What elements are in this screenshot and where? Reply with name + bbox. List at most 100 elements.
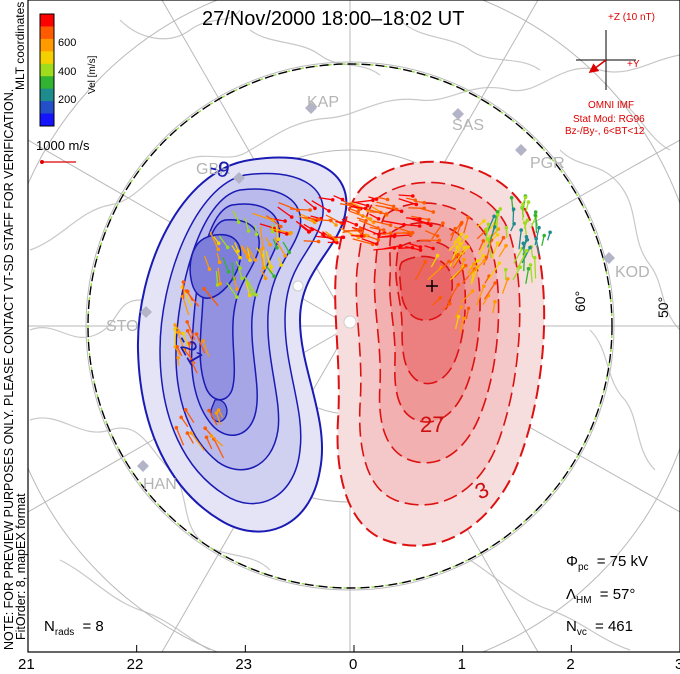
velocity-vector xyxy=(190,360,198,374)
velocity-vectors xyxy=(173,194,552,459)
colorbar-swatch xyxy=(40,51,54,65)
stat-hm: ΛHM = 57° xyxy=(566,586,635,606)
velocity-vector-origin xyxy=(437,238,442,243)
velocity-vector xyxy=(213,236,220,244)
imf-source: OMNI IMF xyxy=(588,100,635,111)
velocity-vector xyxy=(408,242,421,248)
velocity-vector xyxy=(295,220,310,232)
velocity-vector xyxy=(342,228,361,234)
lat-label-50: 50° xyxy=(655,296,671,318)
velocity-vector xyxy=(431,222,444,240)
velocity-vector xyxy=(495,214,499,233)
velocity-vector xyxy=(303,223,313,230)
velocity-vector xyxy=(394,226,413,234)
colorbar-swatch xyxy=(40,38,54,52)
velocity-vector xyxy=(265,236,271,246)
velocity-vector xyxy=(398,198,417,206)
stat-nrads-symbol: N xyxy=(44,618,55,635)
velocity-vector xyxy=(282,241,290,253)
velocity-vector-origin xyxy=(270,229,275,234)
velocity-vector xyxy=(259,248,265,269)
velocity-vector xyxy=(523,220,529,229)
velocity-vector xyxy=(534,227,540,246)
velocity-vector xyxy=(273,237,286,257)
velocity-vector xyxy=(449,266,465,281)
mlt-tick-label: 22 xyxy=(126,656,144,673)
velocity-vector xyxy=(530,216,537,228)
mlt-tick-label: 23 xyxy=(235,656,253,673)
velocity-vector xyxy=(217,267,221,284)
velocity-vector xyxy=(402,231,411,235)
velocity-vector xyxy=(373,247,395,251)
velocity-vector xyxy=(202,340,210,357)
velocity-vector xyxy=(406,217,420,220)
velocity-vector xyxy=(377,196,388,201)
colorbar-swatch xyxy=(40,14,54,27)
velocity-vector xyxy=(272,238,278,249)
station-label-han: HAN xyxy=(143,476,177,493)
velocity-vector xyxy=(254,225,258,235)
velocity-vector xyxy=(381,232,391,236)
velocity-vector xyxy=(176,346,183,357)
pole-markers xyxy=(292,280,438,329)
velocity-vector xyxy=(186,321,196,340)
velocity-vector xyxy=(416,219,429,225)
velocity-vector xyxy=(203,288,219,307)
velocity-vector xyxy=(440,261,450,270)
velocity-vector xyxy=(521,239,528,250)
velocity-vector xyxy=(353,199,373,204)
velocity-vector xyxy=(356,217,367,222)
velocity-vector xyxy=(182,333,189,347)
colorbar-swatch xyxy=(40,88,54,102)
velocity-vector xyxy=(448,238,461,252)
velocity-vector xyxy=(376,201,394,208)
velocity-vector xyxy=(498,245,507,258)
velocity-vector xyxy=(188,343,191,358)
velocity-vector xyxy=(424,230,438,237)
velocity-vector xyxy=(310,226,324,235)
stat-nrads-sub: rads xyxy=(54,627,75,638)
velocity-vector xyxy=(222,257,230,272)
stat-nvc: Nvc = 461 xyxy=(566,618,633,638)
velocity-vector xyxy=(377,235,395,239)
velocity-vector xyxy=(318,196,333,201)
colorbar-tick-400: 400 xyxy=(58,66,77,78)
velocity-vector xyxy=(243,275,253,295)
velocity-vector xyxy=(352,238,373,245)
reference-vector-label: 1000 m/s xyxy=(36,138,90,153)
velocity-vector xyxy=(215,271,219,285)
colorbar-tick-600: 600 xyxy=(58,37,77,49)
velocity-vector xyxy=(195,333,206,354)
velocity-vector xyxy=(449,254,459,264)
hm-boundary xyxy=(87,63,613,589)
velocity-vector xyxy=(234,242,239,252)
velocity-vector xyxy=(209,231,219,250)
stat-nvc-symbol: N xyxy=(566,618,577,635)
velocity-vector xyxy=(456,224,462,235)
colorbar-swatch xyxy=(40,113,54,127)
velocity-vector xyxy=(246,245,256,261)
velocity-vector xyxy=(453,233,462,244)
velocity-vector xyxy=(303,198,316,209)
velocity-vector xyxy=(278,257,282,266)
coordinates-label: MLT coordinates xyxy=(13,1,27,90)
imf-clock-dial xyxy=(576,30,636,90)
stat-model: Stat Mod: RG96 xyxy=(573,114,645,125)
velocity-vector-origin xyxy=(341,221,346,226)
velocity-vector xyxy=(427,267,442,281)
velocity-vector xyxy=(208,410,218,426)
station-label-kap: KAP xyxy=(307,94,340,111)
velocity-vector xyxy=(335,220,344,224)
velocity-vector-origin xyxy=(402,222,406,227)
velocity-vector xyxy=(215,412,222,425)
velocity-vector xyxy=(351,234,362,237)
stat-hm-sub: HM xyxy=(576,595,592,606)
stat-nvc-sub: vc xyxy=(576,627,587,638)
velocity-vector xyxy=(232,210,240,223)
station-label-sas: SAS xyxy=(452,117,485,134)
velocity-vector xyxy=(465,308,470,320)
fit-order-note: FitOrder: 8, mapEX format xyxy=(14,493,28,640)
stat-hm-symbol: Λ xyxy=(566,586,577,603)
velocity-vector xyxy=(277,206,293,218)
velocity-vector xyxy=(259,226,264,249)
